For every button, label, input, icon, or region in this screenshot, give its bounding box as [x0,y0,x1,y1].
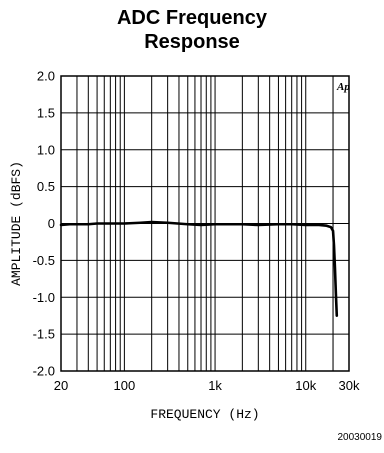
x-tick-label: 100 [114,378,136,393]
y-tick-label: -2.0 [33,364,55,379]
plot-frame [60,75,350,372]
x-tick-label: 10k [295,378,316,393]
ap-annotation: Ap [336,81,350,93]
y-axis-label: AMPLITUDE (dBFS) [9,161,24,286]
chart-title-line-1: ADC Frequency [116,7,268,29]
x-axis-label: FREQUENCY (Hz) [150,407,259,422]
figure-id: 20030019 [337,432,383,443]
y-tick-label: 1.5 [37,105,55,120]
frequency-response-line [59,220,339,317]
tick-labels: 20 100 1k 10k 30k 2.0 1.5 1.0 0.5 0 -0.5 -1.0 -1.5 -2… [33,69,360,394]
y-tick-label: 0.5 [37,179,55,194]
y-tick-label: 2.0 [37,69,55,84]
y-tick-label: -1.0 [33,290,55,305]
y-tick-label: -1.5 [33,327,55,342]
chart-title-line-2: Response [144,31,240,53]
y-tick-label: 1.0 [37,142,55,157]
x-tick-label: 30k [339,378,360,393]
chart-title: ADC Frequency Response [0,6,384,54]
y-tick-label: -0.5 [33,253,55,268]
series-layer [59,220,339,317]
x-tick-label: 20 [54,378,68,393]
x-tick-label: 1k [208,378,222,393]
y-tick-label: 0 [48,216,55,231]
